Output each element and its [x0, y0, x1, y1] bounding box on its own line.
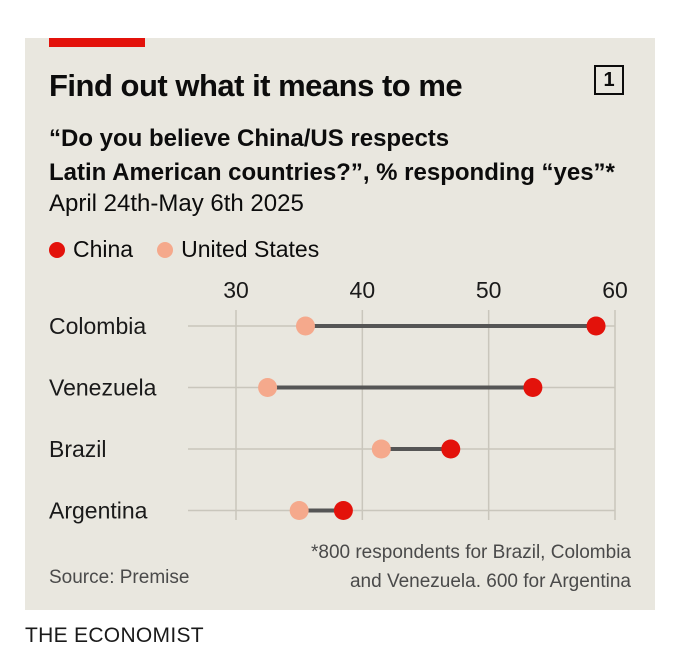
footnote-line-2: and Venezuela. 600 for Argentina [349, 571, 631, 592]
chart-number-badge: 1 [594, 65, 624, 95]
point-united-states [258, 378, 278, 397]
legend-label-china: China [73, 236, 134, 262]
point-united-states [371, 439, 391, 459]
source-note: Source: Premise [49, 567, 190, 588]
category-label: Argentina [49, 498, 148, 524]
subtitle-line-1: “Do you believe China/US respects [49, 125, 450, 152]
date-range: April 24th-May 6th 2025 [49, 190, 304, 217]
publisher-brand: THE ECONOMIST [25, 624, 204, 647]
legend-label-united-states: United States [181, 236, 320, 262]
footnote-line-1: *800 respondents for Brazil, Colombia [310, 542, 631, 563]
point-china [333, 501, 353, 520]
point-china [586, 316, 606, 336]
point-united-states [295, 316, 315, 336]
point-china [523, 378, 543, 397]
chart-panel: Find out what it means to me 1 “Do you b… [25, 38, 655, 610]
legend-item-china: China [49, 236, 133, 263]
category-label: Venezuela [49, 375, 157, 401]
category-label: Brazil [49, 436, 107, 462]
x-tick-label: 60 [602, 278, 628, 303]
category-label: Colombia [49, 313, 146, 339]
footnote: *800 respondents for Brazil, Colombia an… [311, 538, 631, 596]
chart-subtitle: “Do you believe China/US respects Latin … [49, 122, 639, 190]
point-united-states [289, 501, 309, 520]
x-tick-label: 30 [223, 278, 249, 303]
x-tick-label: 50 [476, 278, 502, 303]
legend-dot-united-states [157, 241, 174, 258]
point-china [441, 439, 461, 459]
subtitle-line-2: Latin American countries?”, % responding… [49, 159, 615, 186]
legend-item-united-states: United States [157, 236, 319, 263]
legend-dot-china [49, 241, 65, 258]
dot-plot: 30 40 50 60 Colombia Venezuela Brazil Argentina [49, 278, 628, 524]
legend: China United States [49, 236, 343, 263]
accent-bar [49, 38, 145, 47]
x-tick-label: 40 [350, 278, 376, 303]
chart-title: Find out what it means to me [49, 68, 463, 103]
